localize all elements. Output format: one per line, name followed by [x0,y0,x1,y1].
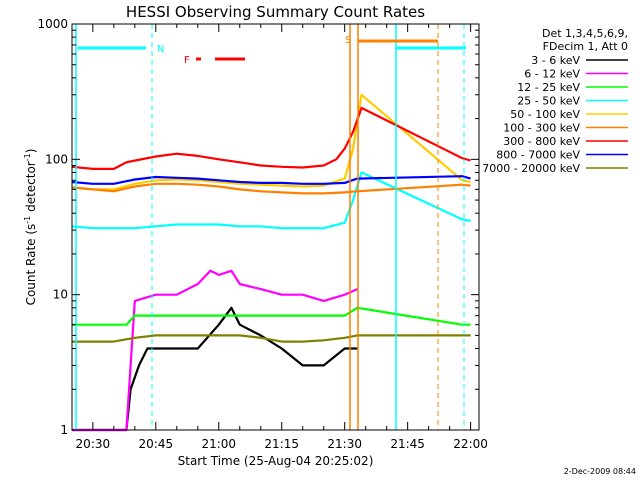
x-tick-label: 21:00 [201,437,236,451]
series-line-5 [71,182,471,195]
series-line-3 [71,171,471,230]
y-axis-label-part: ) [24,149,38,154]
y-tick-label: 1 [60,423,68,437]
x-tick-label: 21:15 [264,437,299,451]
legend-entry-label: 300 - 800 keV [503,135,580,148]
series-line-8 [71,334,471,343]
plot-frame [71,23,480,431]
legend-entry-label: 50 - 100 keV [510,108,580,121]
legend-entry-label: 25 - 50 keV [517,95,580,108]
legend-entry-label: 7000 - 20000 keV [482,162,580,175]
legend-entry-label: 12 - 25 keV [517,81,580,94]
x-tick-label: 20:45 [139,437,174,451]
series-line-2 [71,306,471,326]
legend-entry-label: 100 - 300 keV [503,122,580,135]
legend-header-2: FDecim 1, Att 0 [543,40,628,53]
x-tick-label: 20:30 [76,437,111,451]
flag-f-label: F [184,55,190,66]
y-axis-label-part: -1 [23,216,32,224]
y-axis-label-part: detector [24,161,38,216]
y-tick-label: 10 [53,288,68,302]
y-axis-label-part: Count Rate (s [24,224,38,306]
series-line-6 [71,106,471,170]
y-axis-label: Count Rate (s-1 detector-1) [23,149,38,306]
footer-timestamp: 2-Dec-2009 08:44 [564,467,636,476]
x-axis-label: Start Time (25-Aug-04 20:25:02) [178,454,374,468]
x-tick-label: 21:45 [390,437,425,451]
y-tick-label: 1000 [37,17,68,31]
x-tick-label: 21:30 [327,437,362,451]
legend-entry-label: 6 - 12 keV [524,68,580,81]
flag-s-label: S [345,35,351,46]
chart-title: HESSI Observing Summary Count Rates [126,3,425,21]
legend-header-1: Det 1,3,4,5,6,9, [542,27,628,40]
flag-n-label: N [157,44,164,55]
series-line-7 [71,175,471,185]
series-line-4 [71,93,471,191]
legend-entry-label: 800 - 7000 keV [496,149,580,162]
series-line-1 [71,269,358,432]
legend-entry-label: 3 - 6 keV [531,54,580,67]
series-line-0 [71,306,358,432]
y-axis-label-part: -1 [23,153,32,161]
y-tick-label: 100 [45,152,68,166]
x-tick-label: 22:00 [453,437,488,451]
